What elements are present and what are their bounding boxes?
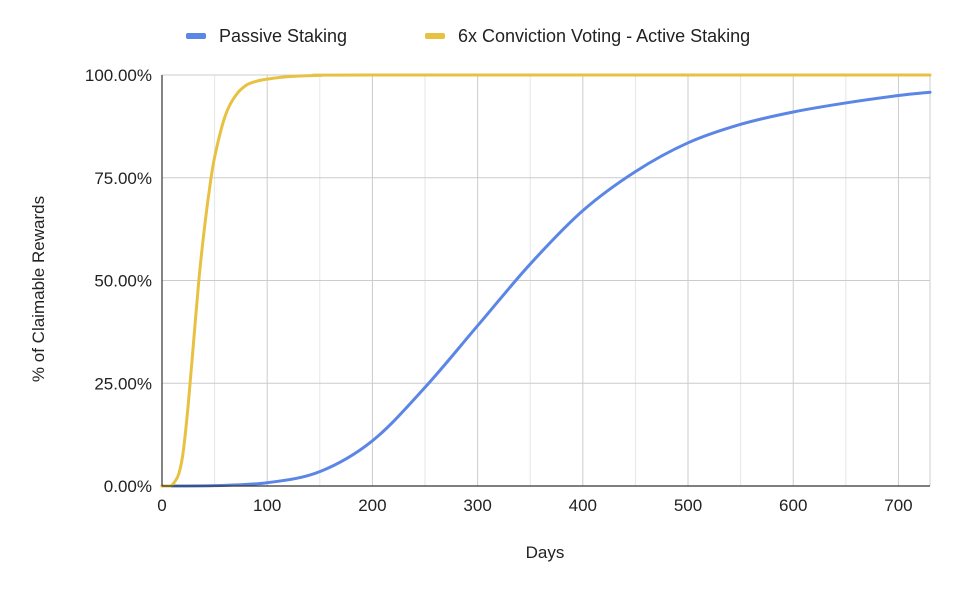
y-tick-label: 50.00% [94,272,152,291]
y-axis-title: % of Claimable Rewards [29,196,48,382]
legend-swatch-passive-staking [186,33,206,39]
x-tick-label: 0 [157,496,166,515]
x-tick-label: 300 [463,496,491,515]
y-tick-label: 25.00% [94,374,152,393]
x-axis-title: Days [526,543,565,562]
y-tick-label: 100.00% [85,66,152,85]
x-tick-label: 500 [674,496,702,515]
x-tick-label: 200 [358,496,386,515]
x-tick-label: 400 [569,496,597,515]
legend-label-passive-staking: Passive Staking [219,26,347,46]
axes [161,75,930,487]
legend-swatch-active-staking [425,33,445,39]
series-line-passive-staking [160,90,932,488]
x-tick-label: 700 [884,496,912,515]
y-tick-label: 75.00% [94,169,152,188]
series-layer [160,73,932,488]
y-tick-label: 0.00% [104,477,152,496]
grid [162,74,931,486]
legend: Passive Staking 6x Conviction Voting - A… [186,26,750,46]
legend-label-active-staking: 6x Conviction Voting - Active Staking [458,26,750,46]
x-tick-label: 100 [253,496,281,515]
series-line-6x-conviction-voting-active-staking [160,73,932,488]
x-tick-label: 600 [779,496,807,515]
tick-labels: 0 100 200 300 400 500 600 700 0.00% 25.00% 50.00% 7… [85,66,913,515]
